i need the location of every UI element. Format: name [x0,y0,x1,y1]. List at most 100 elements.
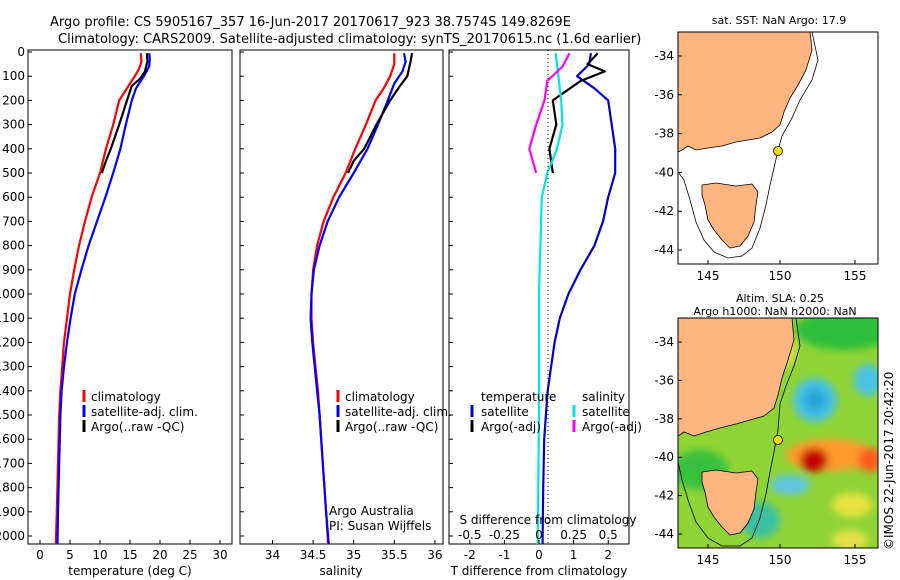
x-tick-label: 10 [92,548,107,562]
map-lat-label: -44 [654,527,674,541]
map-lat-label: -40 [654,165,674,179]
legend-argo-label: Argo(..raw -QC) [91,420,184,434]
temperature-legend: climatology satellite-adj. clim. Argo(..… [82,390,198,434]
map-lat-label: -44 [654,243,674,257]
s-x-tick-label: -0.25 [489,528,520,542]
sla-blob [832,530,868,548]
temperature-series [54,53,151,544]
map-lat-label: -34 [654,335,674,349]
depth-tick-label: 600 [2,190,25,204]
depth-tick-label: 1000 [0,287,25,301]
sla-map-title2: Argo h1000: NaN h2000: NaN [693,305,856,318]
temperature-xticks: 0 5 10 15 20 25 30 [36,540,228,562]
depth-tick-label: 500 [2,166,25,180]
x-tick-label: 36 [427,548,442,562]
sla-map [678,318,878,548]
sla-blob [832,493,872,517]
credit-line1: Argo Australia [329,504,414,518]
series-line-t-satellite [541,53,617,544]
series-line-climatology [54,53,143,544]
salinity-legend: climatology satellite-adj. clim. Argo(..… [336,390,452,434]
imos-credit: ©IMOS 22-Jun-2017 20:42:20 [882,372,896,550]
depth-tick-label: 0 [17,45,25,59]
legend-sat-label: satellite-adj. clim. [91,405,198,419]
legend-t-sat-label: satellite [481,405,529,419]
x-tick-label: 34.5 [300,548,327,562]
legend-argo-label: Argo(..raw -QC) [345,420,438,434]
sst-map [678,32,878,264]
series-line-argo-raw-qc- [347,52,414,174]
sla-blob [858,448,878,472]
depth-tick-label: 1300 [0,360,25,374]
sla-map-title1: Altim. SLA: 0.25 [736,292,824,305]
series-line-satellite-adj-clim- [56,53,151,544]
depth-tick-label: 800 [2,239,25,253]
legend-clim-label: climatology [91,390,161,404]
map-lon-label: 150 [769,553,792,567]
temperature-xlabel: temperature (deg C) [68,564,191,578]
depth-tick-label: 700 [2,214,25,228]
map-lat-label: -42 [654,489,674,503]
s-difference-xlabel: S difference from climatology [460,513,637,527]
depth-tick-label: 1100 [0,311,25,325]
map-lat-label: -36 [654,373,674,387]
depth-tick-label: 1700 [0,456,25,470]
sst-tasmania [701,182,759,249]
sla-blob [854,364,878,396]
series-line-satellite-adj-clim- [309,52,407,544]
sst-mainland [678,32,813,153]
map-lat-label: -42 [654,204,674,218]
depth-tick-label: 1500 [0,408,25,422]
sla-tasmania [701,469,759,536]
x-tick-label: 1 [570,548,578,562]
map-lat-label: -38 [654,412,674,426]
sst-map-title: sat. SST: NaN Argo: 17.9 [712,14,846,27]
series-line-t-argo-adj- [548,52,606,174]
depth-tick-label: 1800 [0,481,25,495]
legend-clim-label: climatology [345,390,415,404]
sla-contour [678,318,801,547]
map-lon-label: 155 [844,269,867,283]
x-tick-label: 20 [152,548,167,562]
x-tick-label: 35.5 [381,548,408,562]
map-lon-label: 145 [697,269,720,283]
x-tick-label: 30 [212,548,227,562]
salinity-xticks: 34 34.5 35 35.5 36 [265,540,443,562]
map-lat-label: -38 [654,127,674,141]
sla-mainland [678,318,795,437]
depth-tick-label: 400 [2,142,25,156]
legend-t-title: temperature [481,390,556,404]
sla-blob [795,318,878,350]
sla-map-ticks: -34 -36 -38 -40 -42 -44 145 150 155 [654,335,866,567]
legend-s-title: salinity [582,390,625,404]
header-line1: Argo profile: CS 5905167_357 16-Jun-2017… [50,15,571,30]
depth-tick-label: 900 [2,263,25,277]
x-tick-label: -1 [498,548,510,562]
legend-s-argo-label: Argo(-adj) [582,420,642,434]
difference-xticks: -2 -1 0 1 2 [464,540,612,562]
sst-200m-contour [678,32,819,259]
s-x-tick-label: 0 [535,528,543,542]
x-tick-label: 0 [535,548,543,562]
depth-tick-label: 300 [2,118,25,132]
s-x-tick-label: 0.5 [599,528,618,542]
x-tick-label: -2 [464,548,476,562]
difference-series [528,52,617,544]
salinity-xlabel: salinity [319,564,362,578]
depth-axis: 0 100 200 300 400 500 600 700 800 900 1000 1100 1200… [0,45,453,543]
header-line2: Climatology: CARS2009. Satellite-adjuste… [58,32,641,47]
x-tick-label: 34 [265,548,280,562]
sla-blob [770,475,810,495]
map-lat-label: -34 [654,49,674,63]
series-line-s-satellite [536,53,564,544]
s-x-tick-label: 0.25 [560,528,587,542]
x-tick-label: 25 [182,548,197,562]
depth-tick-label: 1900 [0,505,25,519]
difference-xlabel: T difference from climatology [450,564,628,578]
s-x-tick-label: -0.5 [458,528,481,542]
salinity-diff-xticks: -0.5 -0.25 0 0.25 0.5 [458,528,618,542]
depth-tick-label: 100 [2,69,25,83]
temperature-axes [27,49,233,545]
x-tick-label: 0 [36,548,44,562]
